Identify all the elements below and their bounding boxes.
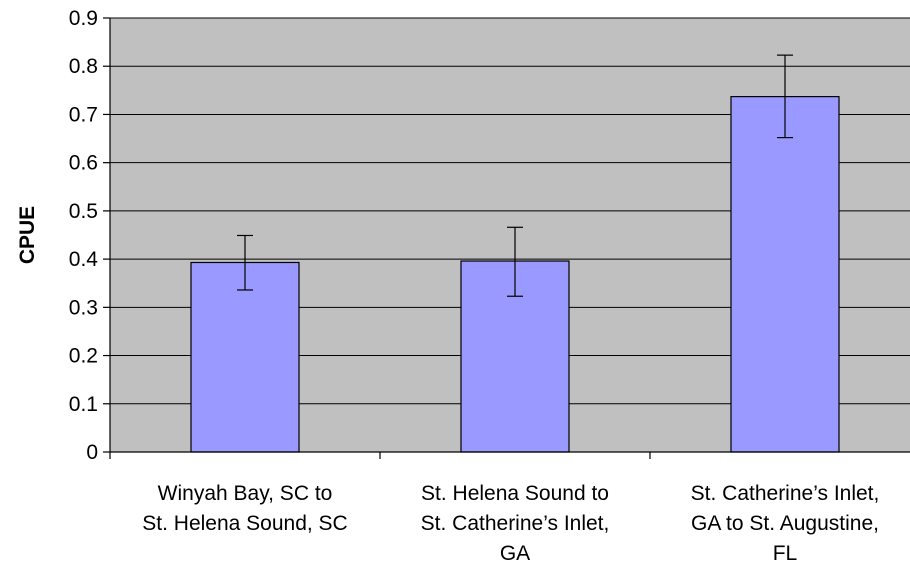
category-label-line: St. Catherine’s Inlet, [691,482,880,505]
error-bar [777,54,793,139]
y-tick-label: 0.5 [69,200,98,223]
category-label-line: GA [500,542,530,565]
category-label-line: Winyah Bay, SC to [158,482,333,505]
category-label-line: St. Catherine’s Inlet, [421,512,610,535]
category-label-line: GA to St. Augustine, [691,512,879,535]
y-tick-labels: 0 0.1 0.2 0.3 0.4 0.5 0.6 0.7 0.8 0.9 [69,7,99,464]
category-label: Winyah Bay, SC to St. Helena Sound, SC [142,482,347,535]
category-label-line: St. Helena Sound, SC [142,512,347,535]
error-bar [507,226,523,297]
category-label-line: St. Helena Sound to [421,482,609,505]
bar [730,96,840,453]
error-bars [237,54,793,297]
y-tick-label: 0.6 [69,152,98,175]
y-tick-label: 0.9 [69,7,98,30]
category-label: St. Helena Sound to St. Catherine’s Inlet… [421,482,610,565]
error-bar [237,234,253,291]
axes [103,17,910,459]
category-labels: Winyah Bay, SC to St. Helena Sound, SC St.… [142,482,879,565]
category-label: St. Catherine’s Inlet, GA to St. Augustin… [691,482,880,565]
y-tick-label: 0.1 [69,393,98,416]
y-tick-label: 0.7 [69,103,98,126]
category-label-line: FL [773,542,798,565]
y-tick-label: 0.3 [69,296,98,319]
y-axis-title: CPUE [16,206,39,264]
y-tick-label: 0.4 [69,248,99,271]
y-tick-label: 0.2 [69,345,98,368]
y-tick-label: 0.8 [69,55,98,78]
bar [190,261,300,453]
y-tick-label: 0 [86,441,98,464]
